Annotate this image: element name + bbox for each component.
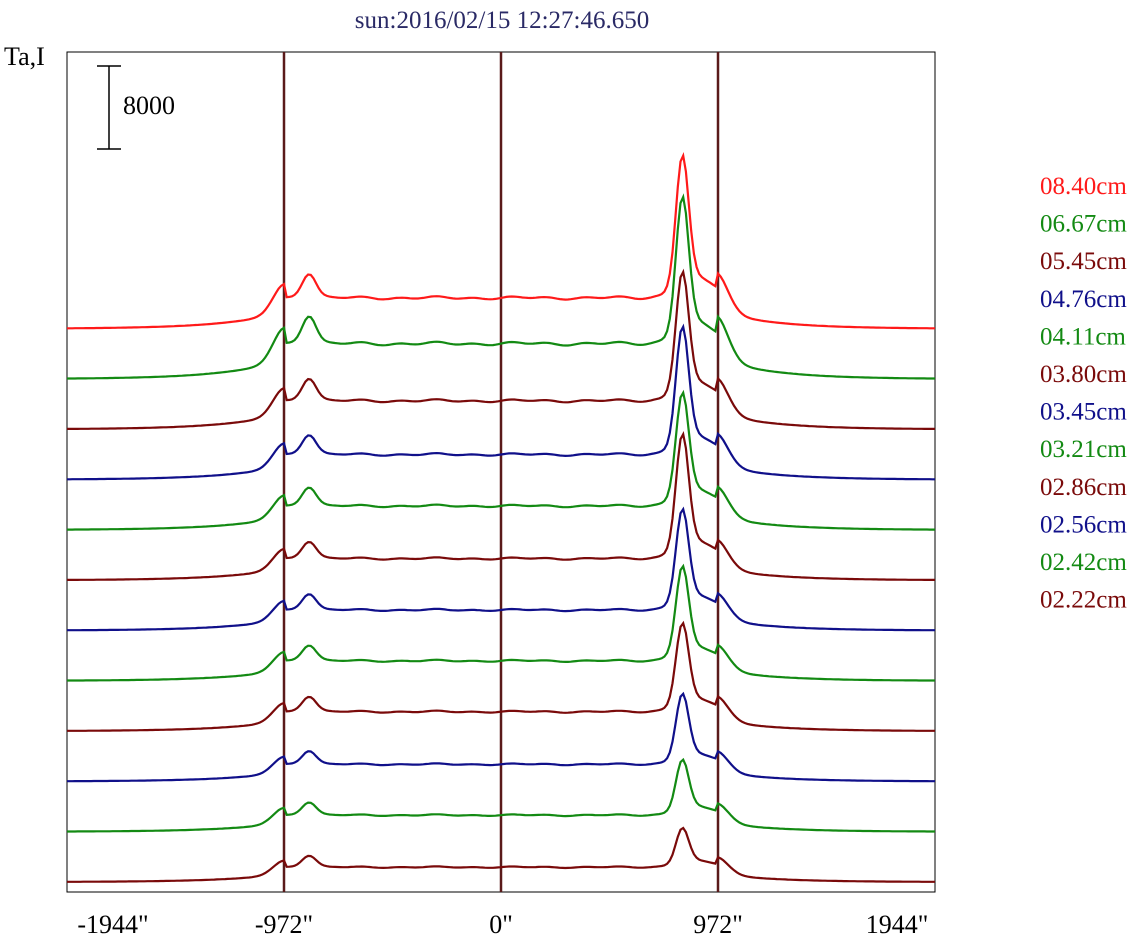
legend-entry: 02.22cm: [1040, 587, 1127, 614]
x-tick-label: -1944": [77, 910, 148, 939]
legend-entry: 02.56cm: [1040, 511, 1127, 538]
series-line-03.80cm: [67, 430, 935, 581]
x-tick-labels: -1944" -972" 0" 972" 1944": [77, 910, 928, 939]
series-line-02.86cm: [67, 620, 935, 732]
scale-bar-label: 8000: [123, 91, 175, 120]
legend-entry: 03.21cm: [1040, 436, 1127, 463]
y-axis-label: Ta,I: [4, 42, 45, 71]
series-line-03.45cm: [67, 506, 935, 632]
legend-entry: 03.45cm: [1040, 399, 1127, 426]
legend: 08.40cm 06.67cm 05.45cm 04.76cm 04.11cm 03.80…: [1040, 173, 1127, 614]
series-line-03.21cm: [67, 563, 935, 682]
series-line-04.76cm: [67, 323, 935, 481]
series-line-05.45cm: [67, 268, 935, 430]
legend-entry: 05.45cm: [1040, 248, 1127, 275]
legend-entry: 02.86cm: [1040, 474, 1127, 501]
legend-entry: 04.76cm: [1040, 286, 1127, 313]
x-tick-label: 1944": [866, 910, 929, 939]
series-line-04.11cm: [67, 389, 935, 531]
scale-bar: 8000: [97, 65, 175, 150]
series-line-02.56cm: [67, 691, 935, 783]
x-tick-label: 972": [693, 910, 743, 939]
series-line-02.42cm: [67, 757, 935, 833]
chart-title: sun:2016/02/15 12:27:46.650: [355, 7, 649, 34]
series-line-06.67cm: [67, 193, 935, 380]
series-line-08.40cm: [67, 152, 935, 330]
legend-entry: 04.11cm: [1040, 323, 1126, 350]
x-tick-label: -972": [255, 910, 313, 939]
legend-entry: 03.80cm: [1040, 361, 1127, 388]
series-line-02.22cm: [67, 826, 935, 883]
legend-entry: 08.40cm: [1040, 173, 1127, 200]
x-tick-label: 0": [489, 910, 513, 939]
legend-entry: 02.42cm: [1040, 549, 1127, 576]
series-layer: [67, 152, 935, 883]
legend-entry: 06.67cm: [1040, 211, 1127, 238]
vertical-markers: [282, 52, 720, 892]
